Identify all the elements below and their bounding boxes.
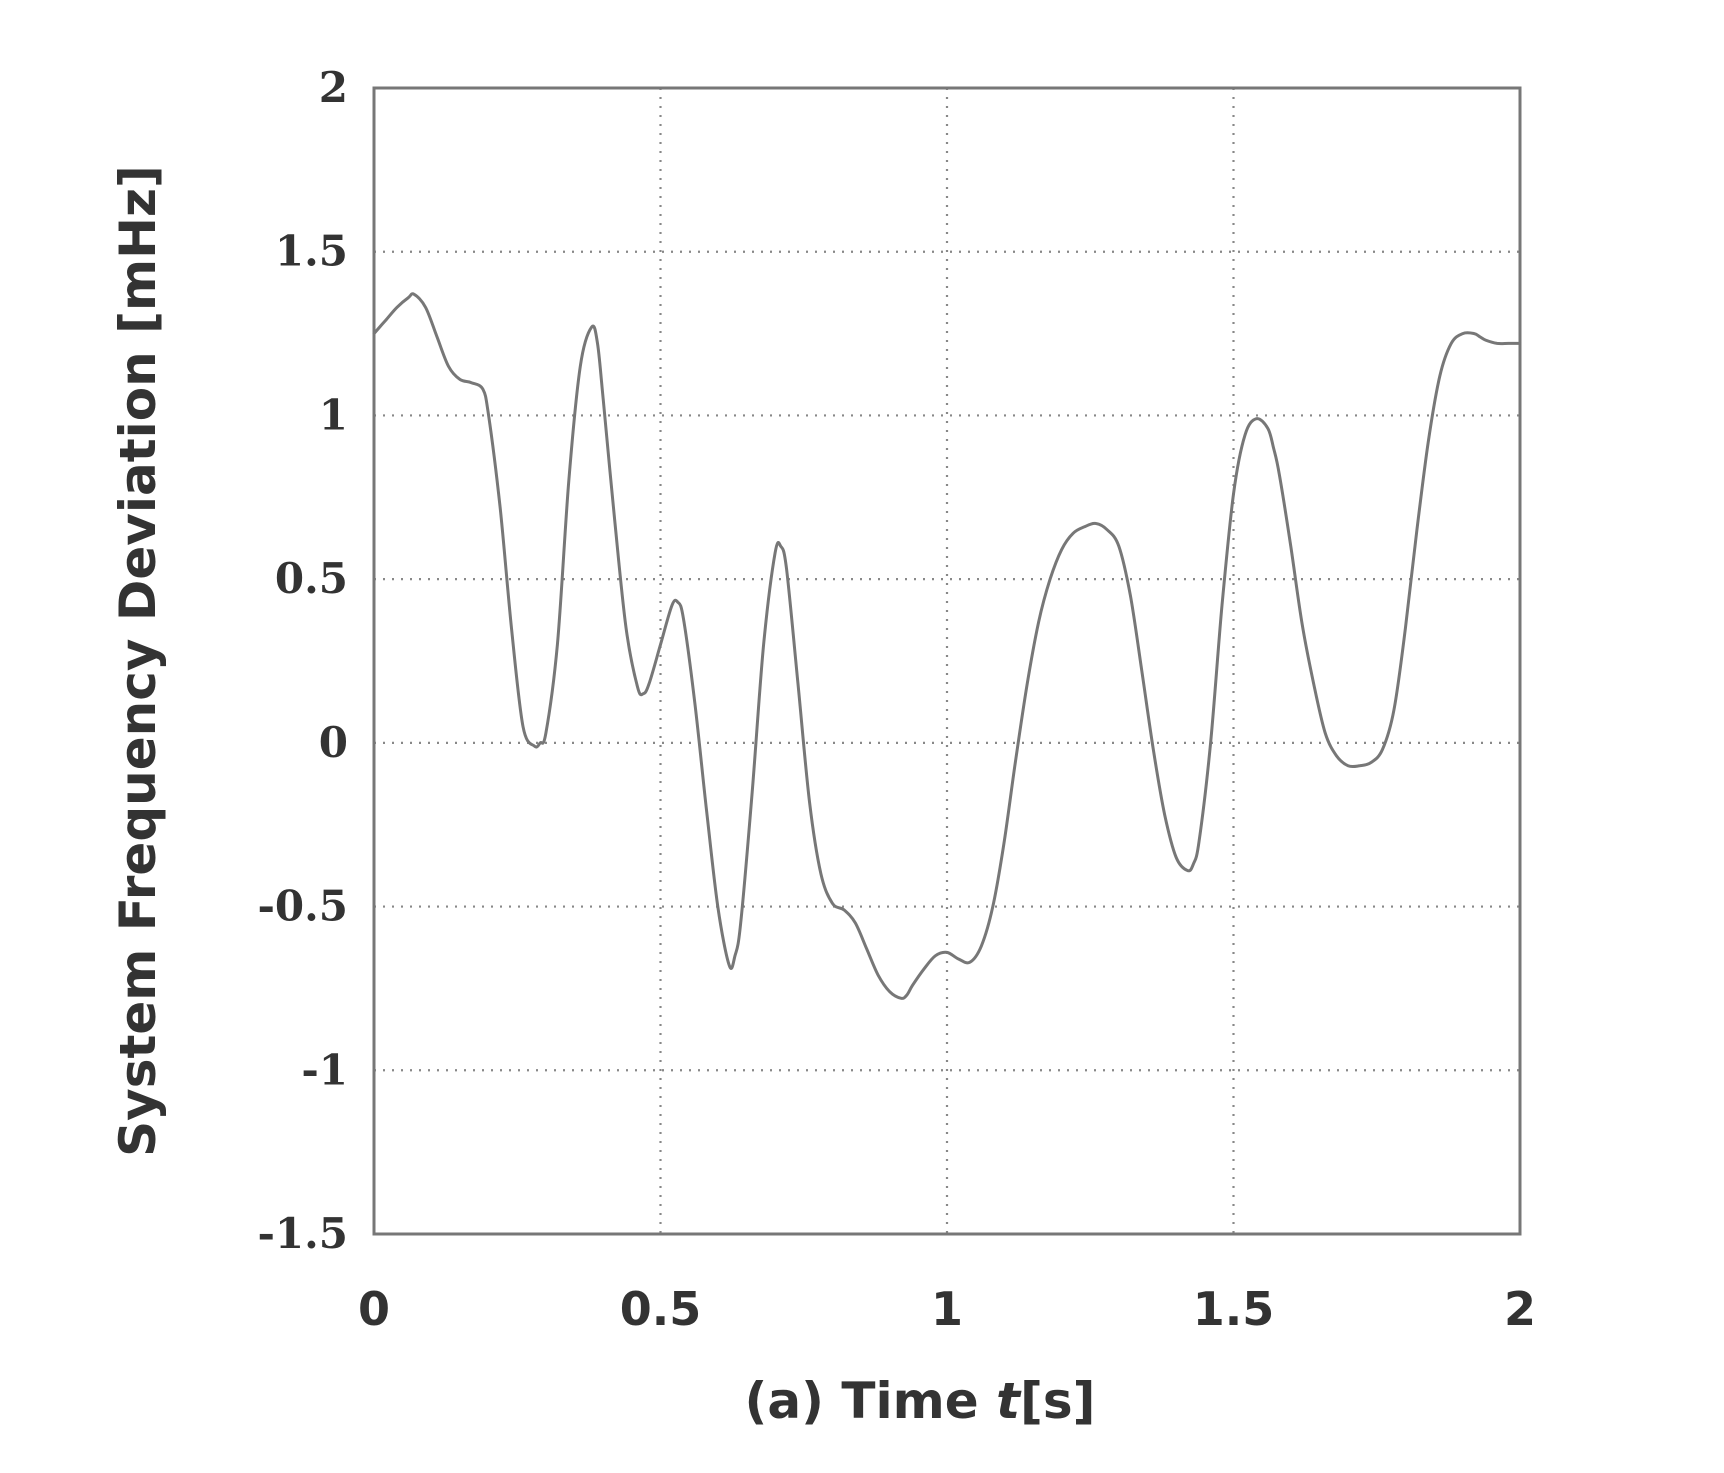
y-tick-label: -1.5 — [257, 1209, 348, 1258]
y-tick-label: 0.5 — [275, 554, 348, 603]
x-axis-label: (a) Time t[s] — [745, 1372, 1096, 1430]
y-axis-label: System Frequency Deviation [mHz] — [109, 165, 167, 1157]
y-tick-label: 1 — [319, 390, 348, 439]
y-tick-label: -1 — [301, 1045, 348, 1094]
x-axis-label-unit: [s] — [1020, 1372, 1095, 1430]
y-tick-label: 0 — [319, 718, 348, 767]
x-tick-labels: 0 0.5 1 1.5 2 — [358, 1282, 1536, 1336]
y-tick-label: -0.5 — [257, 882, 348, 931]
x-tick-label: 1.5 — [1193, 1282, 1275, 1336]
grid-lines — [374, 88, 1520, 1234]
y-tick-labels: -1.5 -1 -0.5 0 0.5 1 1.5 2 — [257, 63, 348, 1258]
x-tick-label: 0.5 — [620, 1282, 702, 1336]
y-tick-label: 1.5 — [275, 227, 348, 276]
y-tick-label: 2 — [319, 63, 348, 112]
x-tick-label: 1 — [931, 1282, 963, 1336]
x-tick-label: 2 — [1504, 1282, 1536, 1336]
x-axis-label-italic: t — [996, 1372, 1022, 1430]
x-axis-label-text: (a) Time — [745, 1372, 997, 1430]
x-tick-label: 0 — [358, 1282, 390, 1336]
